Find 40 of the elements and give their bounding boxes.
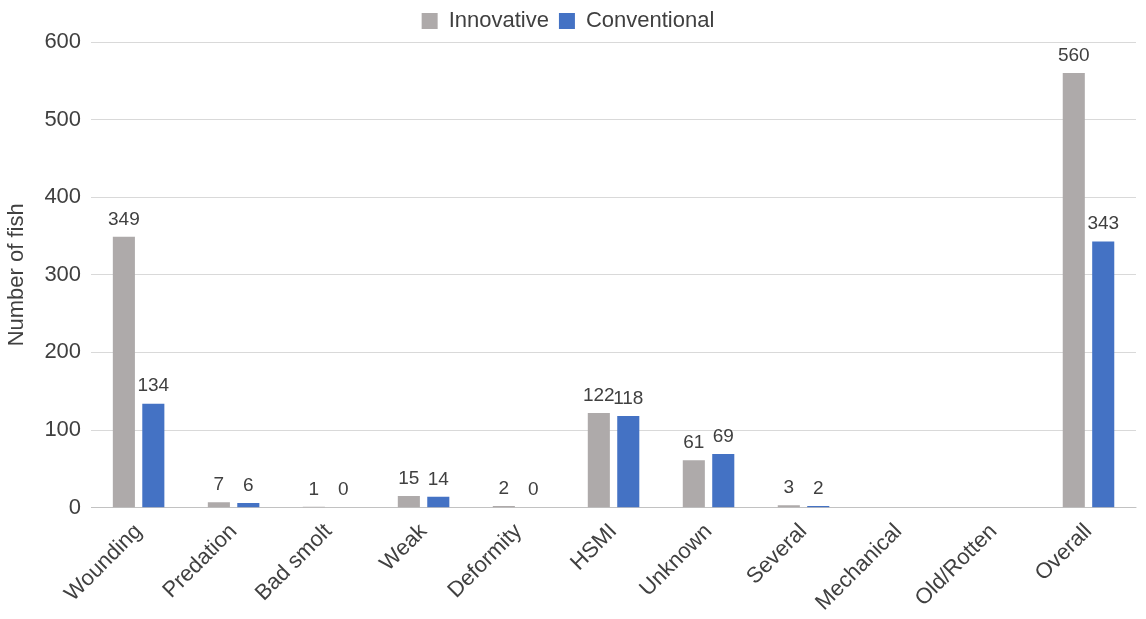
- data-label: 1: [308, 477, 320, 499]
- bar: [237, 502, 260, 508]
- data-label: 7: [213, 472, 225, 494]
- bar: [142, 403, 165, 508]
- y-tick-label: 500: [44, 105, 82, 131]
- bar: [712, 454, 735, 508]
- data-label: 118: [613, 386, 644, 408]
- data-label: 69: [712, 424, 734, 446]
- bar: [682, 460, 705, 508]
- y-tick-label: 100: [44, 416, 82, 442]
- data-label: 343: [1087, 212, 1120, 234]
- bar: [1062, 73, 1085, 508]
- data-label: 134: [137, 374, 170, 396]
- data-label: 122: [582, 383, 615, 405]
- data-label: 14: [427, 467, 450, 489]
- data-label: 2: [812, 476, 824, 498]
- data-label: 349: [108, 207, 140, 229]
- bar: [617, 416, 640, 508]
- data-label: 2: [498, 476, 510, 498]
- data-label: 560: [1057, 43, 1090, 65]
- y-tick-label: 600: [44, 28, 82, 54]
- data-label: 6: [243, 473, 254, 495]
- data-label: 61: [683, 431, 705, 453]
- bar: [1092, 241, 1115, 508]
- legend-label: Innovative: [448, 7, 549, 33]
- y-tick-label: 300: [44, 260, 82, 286]
- y-tick-label: 0: [68, 493, 82, 519]
- bar: [427, 496, 450, 508]
- bar: [207, 502, 230, 508]
- data-label: 0: [338, 478, 349, 500]
- y-tick-label: 400: [44, 183, 82, 209]
- bar: [397, 496, 420, 508]
- bar: [587, 412, 610, 508]
- bar: [112, 236, 135, 508]
- data-label: 0: [528, 478, 539, 500]
- data-label: 15: [398, 466, 420, 488]
- legend-label: Conventional: [585, 7, 715, 33]
- data-label: 3: [783, 476, 795, 498]
- y-axis-title: Number of fish: [3, 203, 29, 347]
- y-tick-label: 200: [44, 338, 82, 364]
